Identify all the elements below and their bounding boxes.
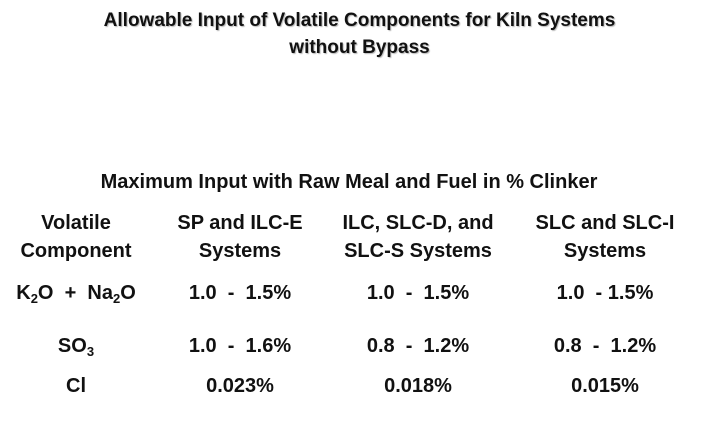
header-volatile-line-1: Volatile: [41, 212, 111, 234]
header-volatile-line-2: Component: [20, 240, 132, 262]
component-so3: SO3: [57, 335, 95, 359]
component-cl: Cl: [66, 375, 86, 397]
slide-title-line-2: without Bypass: [289, 37, 430, 58]
value-k2o-na2o-slc-slci: 1.0 - 1.5%: [556, 282, 654, 304]
slide-title-line-1: Allowable Input of Volatile Components f…: [103, 10, 616, 31]
value-k2o-na2o-ilc-slcd: 1.0 - 1.5%: [366, 282, 470, 304]
header-slc-slci-line-1: SLC and SLC-I: [535, 212, 675, 234]
value-k2o-na2o-sp-ilce: 1.0 - 1.5%: [188, 282, 292, 304]
header-ilc-slcd-line-1: ILC, SLC-D, and: [342, 212, 494, 234]
header-sp-ilce-line-1: SP and ILC-E: [177, 212, 303, 234]
value-cl-slc-slci: 0.015%: [571, 375, 639, 397]
value-cl-ilc-slcd: 0.018%: [384, 375, 452, 397]
header-sp-ilce-line-2: Systems: [198, 240, 282, 262]
header-slc-slci-line-2: Systems: [563, 240, 647, 262]
component-k2o-na2o: K2O + Na2O: [16, 282, 136, 306]
value-so3-ilc-slcd: 0.8 - 1.2%: [366, 335, 470, 357]
header-ilc-slcd-line-2: SLC-S Systems: [344, 240, 492, 262]
value-so3-sp-ilce: 1.0 - 1.6%: [188, 335, 292, 357]
value-cl-sp-ilce: 0.023%: [206, 375, 274, 397]
table-caption: Maximum Input with Raw Meal and Fuel in …: [100, 171, 598, 193]
value-so3-slc-slci: 0.8 - 1.2%: [553, 335, 657, 357]
